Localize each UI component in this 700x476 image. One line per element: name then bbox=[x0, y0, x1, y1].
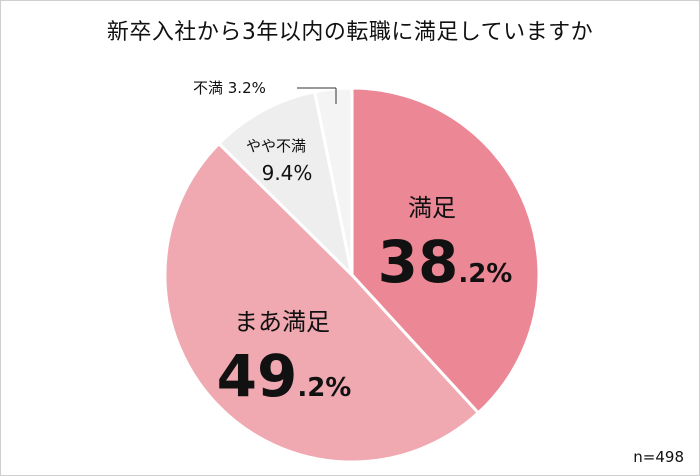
pie-slice-satisfied bbox=[350, 86, 541, 416]
slice-label-dissatisfied: 不満 3.2% bbox=[193, 79, 266, 97]
slice-label-somewhat-satisfied: まあ満足 bbox=[234, 308, 330, 336]
slice-label-satisfied: 満足 bbox=[408, 194, 456, 222]
slice-value-satisfied: 38.2% bbox=[378, 228, 513, 296]
pie-labels: 満足 38.2% まあ満足 49.2% やや不満 9.4% 不満 3.2% bbox=[193, 79, 512, 410]
pie-slice-somewhat-satisfied bbox=[163, 141, 481, 464]
pie-slices bbox=[163, 86, 541, 464]
slice-value-somewhat-satisfied: 49.2% bbox=[217, 342, 352, 410]
slice-label-somewhat-dissatisfied: やや不満 bbox=[246, 137, 306, 155]
chart-title: 新卒入社から3年以内の転職に満足していますか bbox=[106, 20, 594, 45]
sample-size-note: n=498 bbox=[633, 448, 684, 466]
pie-slice-dissatisfied bbox=[312, 86, 354, 276]
pie-slice-somewhat-dissatisfied bbox=[216, 90, 355, 280]
slice-value-somewhat-dissatisfied: 9.4% bbox=[262, 161, 313, 185]
